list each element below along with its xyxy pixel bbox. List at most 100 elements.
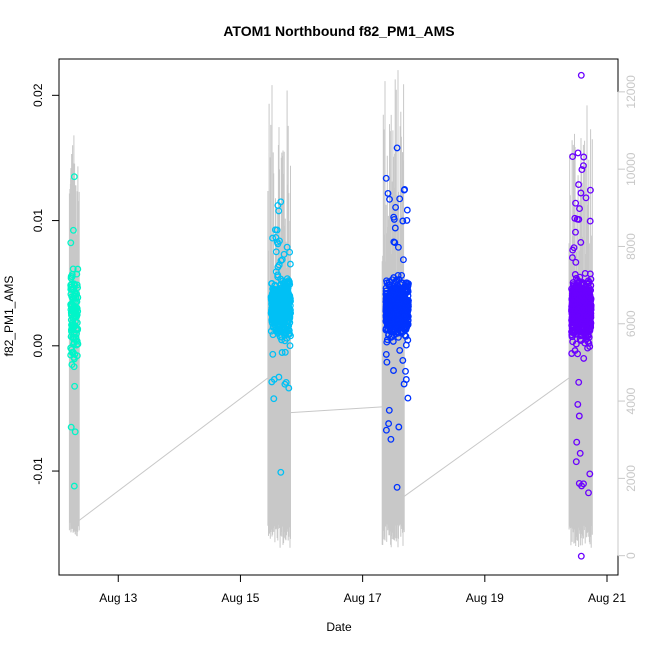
data-point — [70, 335, 78, 343]
data-point — [68, 348, 76, 356]
data-point — [574, 293, 582, 301]
data-point — [399, 296, 406, 303]
data-point — [404, 394, 412, 402]
data-point — [274, 263, 282, 271]
data-point — [400, 380, 408, 388]
data-point — [277, 468, 285, 476]
data-point — [393, 293, 401, 300]
data-point — [270, 395, 278, 403]
data-point — [584, 338, 592, 346]
data-point — [389, 303, 397, 311]
y-tick-label: 0.00 — [31, 334, 45, 358]
x-tick-label: Aug 17 — [344, 591, 382, 605]
data-point — [280, 295, 288, 302]
data-point — [572, 258, 580, 266]
data-point — [283, 243, 291, 251]
y-axis-label: f82_PM1_AMS — [2, 276, 16, 357]
data-point — [578, 166, 586, 174]
data-point — [586, 186, 594, 194]
data-point — [586, 470, 594, 478]
data-point — [68, 285, 76, 293]
data-point — [382, 350, 390, 358]
data-point — [67, 274, 75, 282]
data-point — [70, 173, 78, 181]
data-point — [387, 297, 395, 305]
data-point — [575, 479, 583, 487]
data-point — [268, 297, 276, 305]
data-point — [587, 282, 595, 289]
data-point — [275, 373, 283, 381]
data-point — [383, 279, 391, 287]
data-point — [286, 260, 294, 268]
secondary-y-axis: 0 2000 4000 6000 8000 10000 12000 — [617, 75, 638, 559]
data-point — [389, 327, 397, 335]
data-point — [584, 311, 592, 319]
data-point — [574, 277, 581, 284]
data-point — [382, 174, 390, 182]
data-point — [575, 378, 583, 386]
x-tick-label: Aug 13 — [99, 591, 137, 605]
data-point — [390, 215, 398, 223]
data-point — [571, 326, 579, 334]
data-point — [286, 342, 294, 350]
data-point — [575, 412, 583, 420]
data-point — [67, 306, 75, 314]
x-axis-label: Date — [326, 620, 352, 634]
data-point — [576, 449, 584, 457]
data-point — [68, 293, 76, 301]
data-point — [571, 271, 579, 278]
y-tick-label: 0.02 — [31, 83, 45, 107]
data-point — [571, 214, 579, 222]
data-point — [574, 149, 582, 157]
data-point — [390, 286, 398, 294]
data-point — [382, 426, 390, 434]
data-point — [578, 320, 586, 328]
data-point — [393, 305, 401, 313]
data-point — [276, 333, 284, 341]
x-axis: Aug 13 Aug 15 Aug 17 Aug 19 Aug 21 — [99, 574, 626, 605]
data-point — [73, 352, 81, 360]
data-point — [583, 280, 591, 288]
data-point — [271, 226, 279, 234]
data-point — [382, 326, 390, 334]
data-point — [577, 71, 585, 79]
y-tick-label: -0.01 — [31, 457, 45, 485]
data-point — [393, 144, 401, 152]
plot-frame — [58, 58, 619, 576]
data-point — [286, 319, 294, 326]
data-point — [278, 349, 286, 356]
y-axis: -0.01 0.00 0.01 0.02 — [31, 83, 60, 485]
data-point — [286, 330, 294, 338]
data-point — [69, 265, 77, 273]
data-point — [384, 189, 392, 197]
data-point — [568, 254, 576, 262]
data-point — [402, 367, 409, 375]
data-point — [385, 331, 392, 339]
scatter-points — [67, 71, 595, 560]
data-point — [281, 380, 289, 388]
data-point — [275, 207, 283, 215]
data-point — [574, 400, 582, 408]
data-point — [399, 356, 407, 364]
data-point — [275, 298, 283, 306]
secondary-tick-label: 4000 — [624, 387, 638, 414]
data-point — [577, 552, 585, 560]
data-point — [276, 315, 284, 323]
data-point — [73, 281, 81, 289]
data-point — [578, 287, 586, 295]
data-point — [396, 346, 404, 354]
data-point — [382, 289, 390, 297]
data-point — [399, 217, 407, 225]
data-point — [70, 482, 78, 490]
data-point — [383, 316, 391, 324]
data-point — [571, 347, 579, 355]
data-point — [391, 224, 399, 232]
data-point — [285, 384, 293, 392]
data-point — [580, 153, 588, 161]
data-point — [573, 438, 581, 446]
data-point — [277, 281, 285, 289]
x-tick-label: Aug 21 — [588, 591, 626, 605]
data-point — [67, 239, 75, 247]
data-point — [73, 304, 81, 312]
data-point — [269, 331, 277, 339]
